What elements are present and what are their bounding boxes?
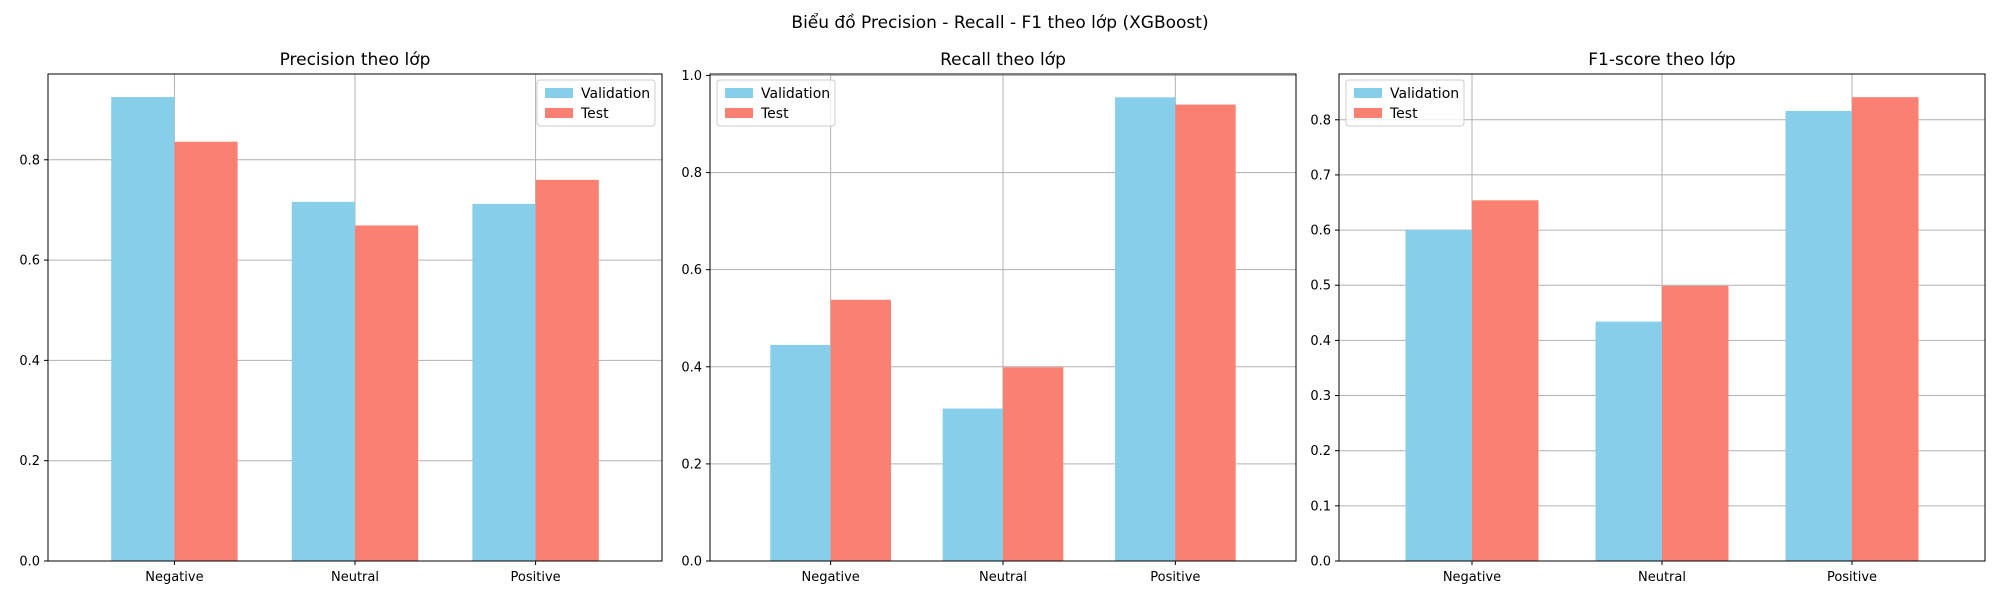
bar-test-neutral [1003, 367, 1064, 561]
legend-swatch-validation [545, 88, 573, 98]
bar-test-positive [1852, 97, 1919, 561]
y-tick-label: 0.2 [681, 457, 702, 472]
legend: Validation Test [716, 79, 836, 127]
y-tick-label: 0.4 [681, 360, 702, 375]
y-tick-label: 0.7 [1310, 168, 1331, 183]
x-tick-label-negative: Negative [145, 570, 203, 585]
y-tick-label: 0.4 [19, 354, 40, 369]
legend-label-test: Test [1389, 106, 1418, 122]
y-tick-label: 0.2 [1310, 444, 1331, 459]
x-tick-label-neutral: Neutral [331, 570, 379, 585]
x-tick-label-positive: Positive [511, 570, 561, 585]
bar-test-neutral [355, 225, 419, 561]
bar-test-negative [1472, 200, 1539, 561]
legend-swatch-validation [1354, 88, 1382, 98]
legend-label-validation: Validation [761, 86, 830, 102]
legend-label-test: Test [580, 106, 609, 122]
y-tick-label: 0.0 [1310, 555, 1331, 570]
legend-label-validation: Validation [581, 86, 650, 102]
chart-panels: 0.0 0.2 0.4 0.6 0.8 Negative Neutral Positive Pr… [19, 50, 1986, 585]
chart-panel-3: 0.0 0.1 0.2 0.3 0.4 0.5 0.6 0.7 0.8 Negative Neutr… [1310, 50, 1986, 585]
legend-swatch-test [1354, 108, 1382, 118]
legend: Validation Test [536, 79, 656, 127]
y-tick-label: 0.8 [681, 166, 702, 181]
legend-swatch-test [545, 108, 573, 118]
chart-title: Recall theo lớp [940, 50, 1066, 70]
legend-swatch-validation [725, 88, 753, 98]
bar-validation-neutral [291, 201, 355, 561]
y-tick-label: 0.5 [1310, 279, 1331, 294]
x-tick-label-neutral: Neutral [979, 570, 1027, 585]
chart-title: F1-score theo lớp [1588, 50, 1735, 70]
y-tick-label: 0.6 [681, 263, 702, 278]
bar-validation-positive [472, 203, 536, 562]
y-tick-label: 0.0 [19, 555, 40, 570]
x-tick-label-positive: Positive [1827, 570, 1877, 585]
x-tick-label-neutral: Neutral [1638, 570, 1686, 585]
y-tick-label: 0.0 [681, 555, 702, 570]
bar-validation-neutral [942, 408, 1003, 561]
x-tick-label-negative: Negative [1443, 570, 1501, 585]
x-tick-label-negative: Negative [801, 570, 859, 585]
figure-suptitle: Biểu đồ Precision - Recall - F1 theo lớp… [791, 12, 1208, 33]
y-tick-label: 0.6 [1310, 224, 1331, 239]
bar-test-neutral [1662, 285, 1729, 561]
legend-swatch-test [725, 108, 753, 118]
bar-validation-negative [111, 97, 175, 562]
y-tick-label: 0.6 [19, 254, 40, 269]
y-tick-label: 0.8 [19, 153, 40, 168]
bar-test-negative [174, 141, 238, 561]
chart-panel-2: 0.0 0.2 0.4 0.6 0.8 1.0 Negative Neutral Positiv… [681, 50, 1297, 585]
y-tick-label: 0.8 [1310, 113, 1331, 128]
bar-validation-negative [1405, 230, 1472, 561]
bar-validation-negative [770, 344, 831, 561]
y-tick-label: 0.1 [1310, 499, 1331, 514]
bar-validation-neutral [1595, 321, 1662, 561]
y-tick-label: 0.3 [1310, 389, 1331, 404]
y-tick-label: 0.2 [19, 454, 40, 469]
bar-validation-positive [1115, 97, 1176, 561]
chart-title: Precision theo lớp [280, 50, 431, 70]
legend-label-validation: Validation [1390, 86, 1459, 102]
x-tick-label-positive: Positive [1150, 570, 1200, 585]
y-tick-label: 1.0 [681, 69, 702, 84]
legend-label-test: Test [760, 106, 789, 122]
bar-test-positive [535, 179, 599, 561]
bar-validation-positive [1785, 110, 1852, 561]
chart-panel-1: 0.0 0.2 0.4 0.6 0.8 Negative Neutral Positive Pr… [19, 50, 663, 585]
bar-test-negative [830, 299, 891, 561]
bar-test-positive [1175, 104, 1236, 561]
y-tick-label: 0.4 [1310, 334, 1331, 349]
legend: Validation Test [1345, 79, 1465, 127]
